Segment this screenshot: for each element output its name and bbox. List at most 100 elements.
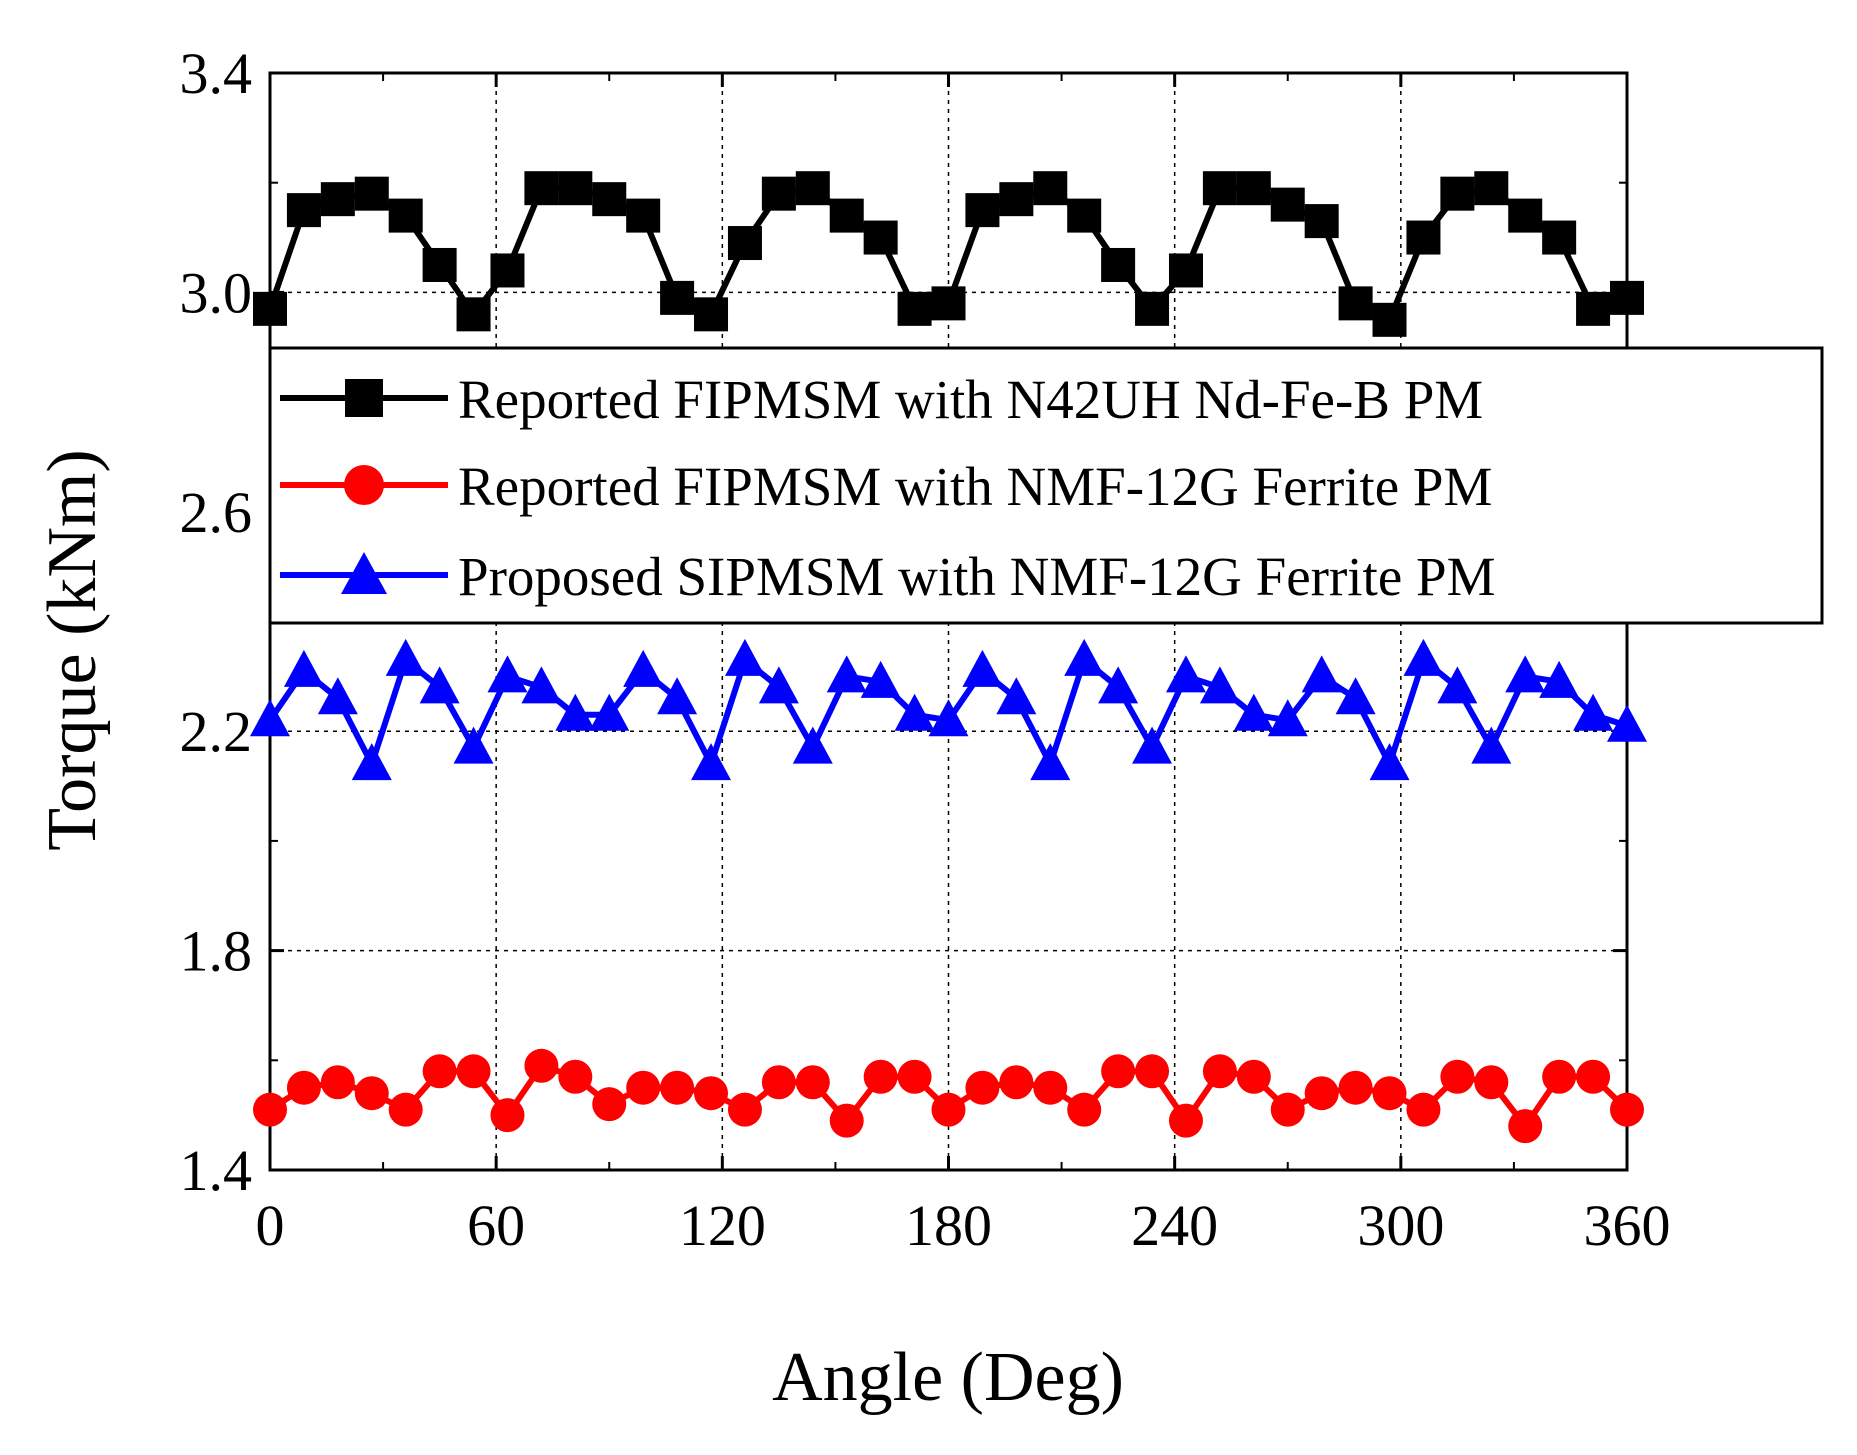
x-tick-label: 180	[905, 1193, 992, 1258]
data-point-triangle	[894, 693, 935, 731]
data-point-triangle	[792, 726, 833, 764]
data-point-square	[761, 176, 796, 211]
data-point-square	[626, 198, 661, 233]
data-point-triangle	[1030, 743, 1071, 781]
data-point-triangle	[1132, 726, 1173, 764]
data-point-circle	[1406, 1092, 1441, 1127]
series-circle	[253, 1048, 1644, 1144]
legend-marker-triangle	[341, 552, 387, 594]
data-point-triangle	[860, 660, 901, 698]
data-point-triangle	[1539, 660, 1580, 698]
data-point-circle	[1338, 1070, 1373, 1105]
x-tick-label: 300	[1357, 1193, 1444, 1258]
data-point-circle	[1440, 1059, 1475, 1094]
x-tick-label: 60	[467, 1193, 525, 1258]
data-point-circle	[354, 1076, 389, 1111]
data-point-circle	[1033, 1070, 1068, 1105]
data-point-square	[660, 280, 695, 315]
data-point-square	[456, 297, 491, 332]
data-point-square	[490, 253, 525, 288]
y-tick-label: 2.6	[180, 480, 253, 545]
data-point-square	[1440, 176, 1475, 211]
data-point-circle	[1067, 1092, 1102, 1127]
data-point-circle	[253, 1092, 287, 1127]
data-point-square	[1474, 171, 1509, 206]
data-point-square	[388, 198, 423, 233]
data-point-triangle	[385, 638, 426, 676]
data-point-square	[286, 193, 321, 228]
data-point-square	[1508, 198, 1543, 233]
data-point-circle	[660, 1070, 695, 1105]
series-triangle	[250, 638, 1647, 781]
data-point-triangle	[623, 649, 664, 687]
data-point-circle	[388, 1092, 423, 1127]
data-point-circle	[829, 1103, 864, 1138]
y-tick-label: 3.4	[180, 41, 253, 106]
data-point-circle	[320, 1065, 355, 1100]
data-point-square	[795, 171, 830, 206]
data-point-circle	[422, 1054, 457, 1089]
data-point-square	[524, 171, 559, 206]
data-point-circle	[558, 1059, 593, 1094]
data-point-circle	[490, 1098, 525, 1133]
tick-labels: 0 60 120 180 240 300 360 1.4 1.8 2.2 2.6 3.0 3.4	[180, 41, 1671, 1258]
legend-entry-ferrite-sipmsm: Proposed SIPMSM with NMF-12G Ferrite PM	[280, 546, 1495, 607]
data-point-triangle	[487, 655, 528, 693]
y-tick-label: 1.8	[180, 919, 253, 984]
data-point-circle	[863, 1059, 898, 1094]
data-point-square	[1372, 302, 1407, 337]
data-point-circle	[965, 1070, 1000, 1105]
data-point-circle	[761, 1065, 796, 1100]
data-point-triangle	[453, 726, 494, 764]
data-point-square	[1610, 280, 1644, 315]
data-point-triangle	[1573, 693, 1614, 731]
data-point-square	[1101, 247, 1136, 282]
data-point-square	[1067, 198, 1102, 233]
data-point-square	[354, 176, 389, 211]
data-point-circle	[1168, 1103, 1203, 1138]
data-point-circle	[1610, 1092, 1644, 1127]
data-point-triangle	[1064, 638, 1105, 676]
data-point-square	[965, 193, 1000, 228]
data-point-triangle	[1233, 693, 1274, 731]
data-point-square	[1576, 291, 1611, 326]
data-point-triangle	[657, 677, 698, 715]
data-point-triangle	[521, 666, 562, 704]
y-axis-title: Torque (kNm)	[34, 449, 111, 850]
x-tick-label: 360	[1584, 1193, 1671, 1258]
data-point-square	[320, 182, 355, 217]
data-point-circle	[1270, 1092, 1305, 1127]
data-point-triangle	[1098, 666, 1139, 704]
series-square	[253, 171, 1644, 337]
data-point-circle	[1101, 1054, 1136, 1089]
data-point-circle	[694, 1076, 729, 1111]
legend-marker-square	[345, 379, 383, 417]
data-point-triangle	[1505, 655, 1546, 693]
data-point-circle	[286, 1070, 321, 1105]
data-point-circle	[524, 1048, 559, 1083]
data-point-triangle	[1165, 655, 1206, 693]
data-point-triangle	[962, 649, 1003, 687]
data-point-triangle	[1369, 743, 1410, 781]
data-point-triangle	[589, 693, 630, 731]
data-point-circle	[1135, 1054, 1170, 1089]
data-point-circle	[1474, 1065, 1509, 1100]
data-point-triangle	[1335, 677, 1376, 715]
data-point-circle	[1236, 1059, 1271, 1094]
data-point-circle	[931, 1092, 966, 1127]
data-point-square	[863, 220, 898, 255]
data-point-circle	[1372, 1076, 1407, 1111]
data-point-square	[829, 198, 864, 233]
y-tick-label: 3.0	[180, 260, 253, 325]
data-point-triangle	[317, 677, 358, 715]
data-point-square	[931, 286, 966, 321]
data-point-square	[1270, 187, 1305, 222]
data-point-triangle	[1403, 638, 1444, 676]
data-point-square	[1135, 291, 1170, 326]
x-tick-label: 0	[256, 1193, 285, 1258]
data-point-circle	[1576, 1059, 1611, 1094]
data-point-square	[1304, 204, 1339, 239]
data-point-square	[558, 171, 593, 206]
data-point-triangle	[928, 699, 969, 737]
data-point-square	[1202, 171, 1237, 206]
